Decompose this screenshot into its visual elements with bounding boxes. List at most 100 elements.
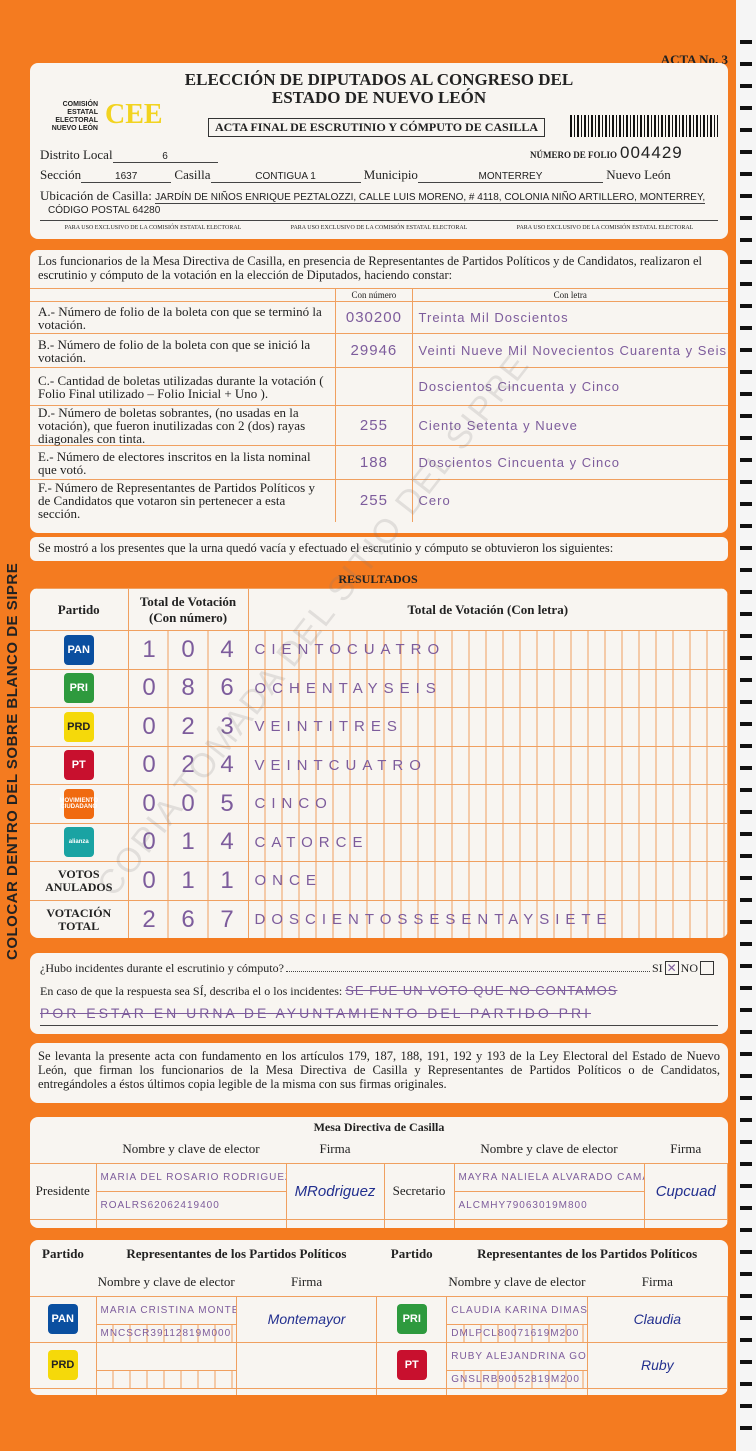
edge-mark <box>740 480 752 484</box>
signature <box>587 1387 728 1395</box>
result-row: VOTOS ANULADOS 0 1 1 ONCE <box>30 861 728 900</box>
si-checkbox[interactable]: ✕ <box>664 961 679 975</box>
edge-mark <box>740 1118 752 1122</box>
mesa-panel: Mesa Directiva de Casilla Nombre y clave… <box>30 1117 728 1228</box>
barcode <box>570 115 718 137</box>
edge-mark <box>740 260 752 264</box>
edge-mark <box>740 920 752 924</box>
party-logo-icon: alianza <box>63 827 94 858</box>
edge-mark <box>740 986 752 990</box>
digit: 1 <box>142 635 156 663</box>
signature: MRCamacho <box>644 1218 728 1228</box>
edge-mark <box>740 348 752 352</box>
no-checkbox[interactable] <box>700 961 714 975</box>
digit: 0 <box>142 751 156 779</box>
title-line1: ELECCIÓN DE DIPUTADOS AL CONGRESO DEL <box>184 70 574 89</box>
edge-mark <box>740 546 752 550</box>
exclusive-use: PARA USO EXCLUSIVO DE LA COMISIÓN ESTATA… <box>40 220 718 231</box>
edge-mark <box>740 172 752 176</box>
edge-mark <box>740 766 752 770</box>
digit: 0 <box>142 674 156 702</box>
title: ELECCIÓN DE DIPUTADOS AL CONGRESO DEL ES… <box>30 71 728 107</box>
signature: MRodriguez <box>286 1162 385 1219</box>
edge-mark <box>740 194 752 198</box>
col-numero: Total de Votación (Con número) <box>128 588 249 631</box>
incidents-line2: POR ESTAR EN URNA DE AYUNTAMIENTO DEL PA… <box>40 1005 591 1021</box>
signature: Claudia <box>587 1295 728 1342</box>
reps-panel: Partido Representantes de los Partidos Po… <box>30 1240 728 1395</box>
result-letra: CIENTOCUATRO <box>248 630 728 669</box>
results-panel: Partido Total de Votación (Con número) T… <box>30 588 728 938</box>
incidents-question-row: ¿Hubo incidentes durante el escrutinio y… <box>40 961 714 976</box>
digit: 8 <box>181 674 195 702</box>
folio: NÚMERO DE FOLIO 004429 <box>530 143 683 162</box>
edge-mark <box>740 854 752 858</box>
party-logo-icon: PAN <box>47 1304 78 1334</box>
digit: 4 <box>220 751 234 779</box>
result-letra: DOSCIENTOSSESENTAYSIETE <box>248 899 728 938</box>
incidents-describe: En caso de que la respuesta sea SÍ, desc… <box>40 983 618 998</box>
result-letra: CATORCE <box>248 822 728 862</box>
digit: 3 <box>220 712 234 740</box>
constancia-row: C.- Cantidad de boletas utilizadas duran… <box>30 367 728 406</box>
subtitle: ACTA FINAL DE ESCRUTINIO Y CÓMPUTO DE CA… <box>208 118 546 137</box>
digit: 5 <box>220 789 234 817</box>
col-letra: Total de Votación (Con letra) <box>248 588 728 631</box>
constancia-table: Con número Con letra A.- Número de folio … <box>30 288 728 522</box>
edge-mark <box>740 458 752 462</box>
edge-mark <box>740 128 752 132</box>
digit: 6 <box>220 674 234 702</box>
constancia-row: E.- Número de electores inscritos en la … <box>30 445 728 480</box>
reps-table: Partido Representantes de los Partidos Po… <box>30 1240 728 1395</box>
digit: 2 <box>181 751 195 779</box>
result-letra: VEINTITRES <box>248 707 728 746</box>
digit: 0 <box>181 789 195 817</box>
edge-mark <box>740 326 752 330</box>
edge-mark <box>740 106 752 110</box>
digit: 4 <box>220 828 234 856</box>
edge-mark <box>740 634 752 638</box>
result-row: MOVIMIENTO CIUDADANO 0 0 5 CINCO <box>30 784 728 823</box>
result-letra: OCHENTAYSEIS <box>248 668 728 708</box>
edge-mark <box>740 744 752 748</box>
party-logo-icon: PT <box>396 1350 427 1380</box>
signature <box>236 1387 378 1395</box>
digit: 1 <box>181 828 195 856</box>
edge-mark <box>740 62 752 66</box>
edge-mark <box>740 876 752 880</box>
edge-mark <box>740 678 752 682</box>
digit: 1 <box>220 866 234 894</box>
results-title: RESULTADOS <box>338 572 418 586</box>
result-row: PAN 1 0 4 CIENTOCUATRO <box>30 630 728 669</box>
edge-mark <box>740 1294 752 1298</box>
edge-mark <box>740 1162 752 1166</box>
digit: 6 <box>181 905 195 933</box>
digit: 2 <box>142 905 156 933</box>
edge-mark <box>740 1426 752 1430</box>
signature: Ruby <box>587 1341 728 1388</box>
result-row: alianza 0 1 4 CATORCE <box>30 822 728 862</box>
result-letra: CINCO <box>248 784 728 823</box>
result-row: PRI 0 8 6 OCHENTAYSEIS <box>30 668 728 708</box>
result-row: PT 0 2 4 VEINTCUATRO <box>30 745 728 785</box>
edge-mark <box>740 1184 752 1188</box>
edge-mark <box>740 612 752 616</box>
edge-mark <box>740 942 752 946</box>
edge-mark <box>740 436 752 440</box>
digit: 0 <box>181 635 195 663</box>
edge-mark <box>740 1382 752 1386</box>
signature: Cupcuad <box>644 1162 728 1219</box>
edge-mark <box>740 1074 752 1078</box>
party-logo-icon: PRD <box>47 1350 78 1380</box>
edge-mark <box>740 216 752 220</box>
ubicacion-row: Ubicación de Casilla: JARDÍN DE NIÑOS EN… <box>40 188 706 204</box>
mesa-table: Nombre y clave de elector Firma Nombre y c… <box>30 1135 728 1228</box>
digit: 0 <box>142 712 156 740</box>
edge-mark <box>740 832 752 836</box>
edge-mark <box>740 1316 752 1320</box>
mesa-title: Mesa Directiva de Casilla <box>313 1120 445 1134</box>
result-row: VOTACIÓN TOTAL 2 6 7 DOSCIENTOSSESENTAYSIETE <box>30 899 728 938</box>
constancia-row: A.- Número de folio de la boleta con que… <box>30 301 728 334</box>
